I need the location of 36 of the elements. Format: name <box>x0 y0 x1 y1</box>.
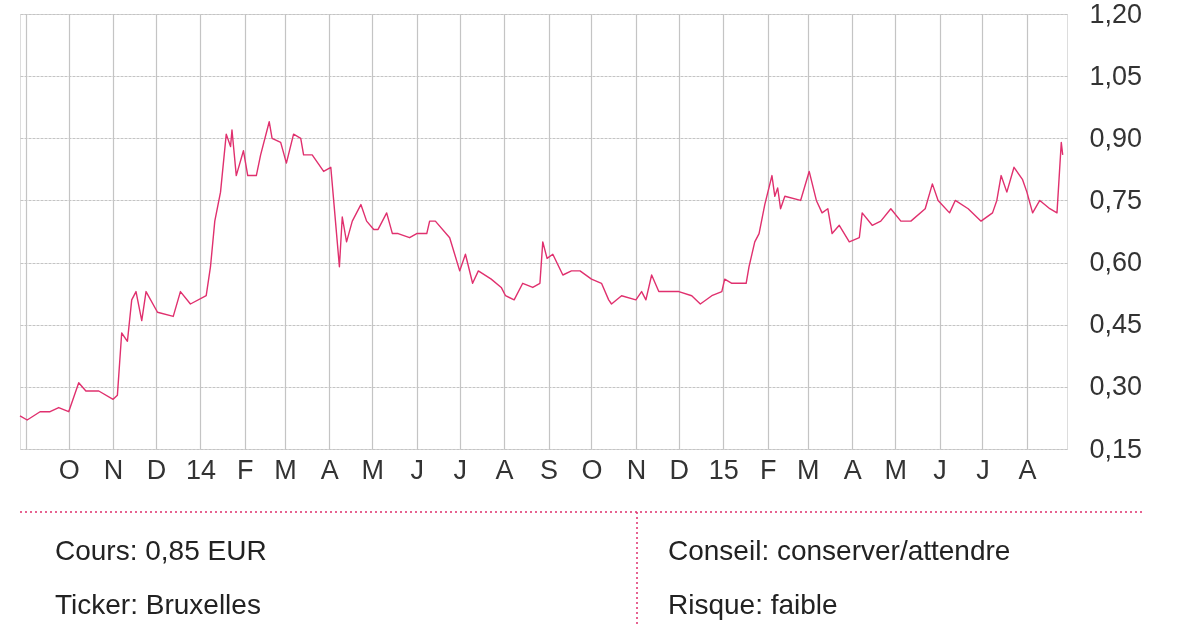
text: Risque: faible <box>668 589 838 620</box>
x-tick-label: J <box>933 454 947 485</box>
x-tick-label: F <box>237 454 254 485</box>
y-tick-label: 1,05 <box>1089 60 1143 91</box>
x-tick-label: M <box>797 454 820 485</box>
y-tick-label: 0,30 <box>1089 371 1143 402</box>
x-tick-label: J <box>976 454 990 485</box>
y-tick-label: 0,75 <box>1089 184 1143 215</box>
x-tick-label: A <box>843 454 862 485</box>
y-tick-label: 0,60 <box>1089 247 1143 278</box>
x-tick-label: N <box>626 454 647 485</box>
y-tick-label: 0,15 <box>1089 433 1143 464</box>
x-tick-label: A <box>495 454 514 485</box>
y-tick-label: 0,45 <box>1089 309 1143 340</box>
x-tick-label: A <box>1018 454 1037 485</box>
y-tick-label: 0,90 <box>1089 122 1143 153</box>
x-tick-label: 15 <box>708 454 739 485</box>
x-tick-label: F <box>759 454 777 485</box>
x-tick-label: M <box>274 454 297 485</box>
x-tick-label: J <box>410 454 424 485</box>
x-tick-label: 14 <box>185 454 216 485</box>
text: Conseil: conserver/attendre <box>668 535 1011 566</box>
text: Cours: 0,85 EUR <box>55 535 267 566</box>
text: Ticker: Bruxelles <box>55 589 261 620</box>
x-tick-label: O <box>581 454 603 485</box>
x-tick-label: M <box>361 454 385 485</box>
x-tick-label: M <box>884 454 907 485</box>
x-tick-label: O <box>58 454 80 485</box>
x-tick-label: D <box>669 454 690 485</box>
line-series <box>19 121 1064 421</box>
x-tick-label: N <box>103 454 124 485</box>
x-tick-label: A <box>320 454 339 485</box>
x-tick-label: S <box>540 454 559 485</box>
y-tick-label: 1,20 <box>1089 0 1143 29</box>
x-tick-label: J <box>453 454 467 485</box>
x-tick-label: D <box>146 454 167 485</box>
